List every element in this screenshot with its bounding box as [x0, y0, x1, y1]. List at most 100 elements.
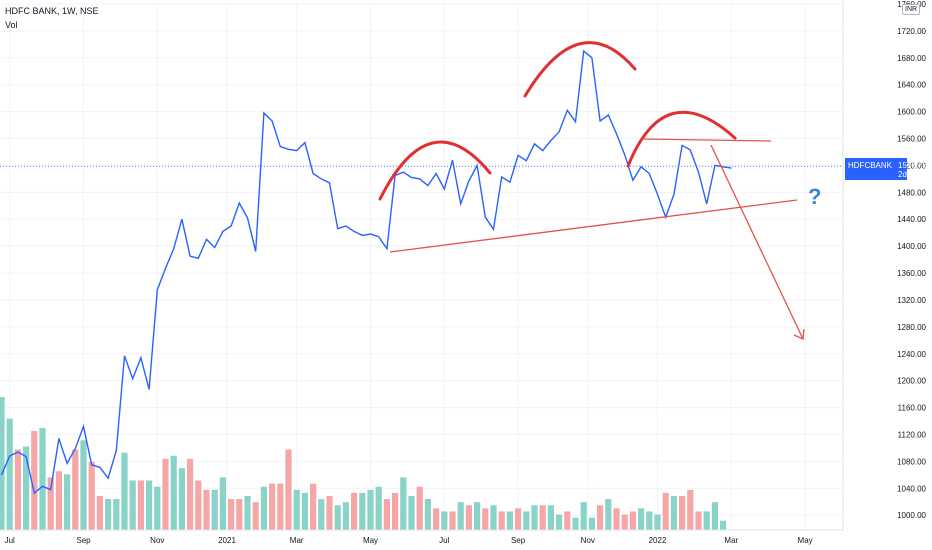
volume-bar [375, 486, 382, 530]
volume-bar [515, 508, 522, 530]
y-tick-label: 1160.00 [898, 404, 927, 413]
volume-bar [597, 505, 604, 530]
volume-bar [137, 480, 144, 530]
volume-bar [547, 505, 554, 530]
volume-bar [6, 418, 13, 530]
volume-bars [0, 397, 727, 530]
x-tick-label: Jul [5, 536, 15, 545]
volume-bar [39, 427, 46, 530]
volume-bar [465, 505, 472, 530]
volume-bar [301, 492, 308, 530]
x-tick-label: Nov [150, 536, 164, 545]
volume-bar [252, 502, 259, 530]
y-tick-label: 1360.00 [897, 269, 926, 278]
x-tick-label: Sep [76, 536, 91, 545]
volume-bar [195, 480, 202, 530]
volume-bar [0, 397, 5, 530]
x-tick-label: Sep [511, 536, 526, 545]
volume-bar [342, 502, 349, 530]
x-tick-label: May [798, 536, 813, 545]
volume-bar [334, 505, 341, 530]
volume-bar [55, 471, 62, 530]
y-tick-label: 1120.00 [898, 430, 927, 439]
volume-bar [88, 461, 95, 530]
y-tick-label: 1440.00 [897, 215, 926, 224]
x-tick-label: May [363, 536, 378, 545]
y-tick-label: 1320.00 [897, 296, 926, 305]
volume-bar [605, 499, 612, 530]
chart-legend: HDFC BANK, 1W, NSE Vol [5, 4, 99, 32]
volume-bar [285, 449, 292, 530]
volume-label: Vol [5, 20, 18, 30]
y-tick-label: 1480.00 [897, 188, 926, 197]
volume-bar [482, 508, 489, 530]
left-shoulder-arc [378, 140, 492, 201]
volume-bar [679, 495, 686, 530]
volume-bar [187, 458, 194, 530]
volume-bar [121, 452, 128, 530]
y-tick-label: 1240.00 [897, 350, 926, 359]
question-mark-annotation: ? [808, 184, 822, 209]
price-tag-countdown: 2d 3h [898, 170, 907, 189]
volume-bar [154, 486, 161, 530]
volume-bar [318, 499, 325, 530]
pattern-annotations [378, 41, 805, 340]
volume-bar [720, 520, 727, 530]
volume-bar [416, 486, 423, 530]
volume-bar [326, 495, 333, 530]
volume-bar [269, 483, 276, 530]
x-tick-label: Mar [724, 536, 738, 545]
right-shoulder-arc [626, 110, 737, 168]
x-tick-label: Jul [439, 536, 449, 545]
volume-bar [277, 483, 284, 530]
x-tick-label: Nov [581, 536, 595, 545]
last-price-tag: HDFCBANK 1518.75 2d 3h [845, 158, 927, 189]
volume-bar [113, 499, 120, 530]
volume-bar [670, 495, 677, 530]
volume-bar [228, 499, 235, 530]
volume-bar [146, 480, 153, 530]
volume-bar [310, 483, 317, 530]
y-tick-label: 1040.00 [897, 484, 926, 493]
volume-bar [23, 446, 30, 530]
volume-bar [711, 502, 718, 530]
volume-bar [441, 511, 448, 530]
projection-arrow [710, 144, 804, 340]
volume-bar [621, 514, 628, 530]
volume-bar [572, 517, 579, 530]
volume-bar [457, 502, 464, 530]
price-grid [0, 3, 843, 530]
volume-bar [539, 505, 546, 530]
volume-bar [638, 508, 645, 530]
currency-badge[interactable]: INR [902, 4, 921, 15]
volume-bar [506, 511, 513, 530]
y-tick-label: 1640.00 [897, 81, 926, 90]
volume-bar [31, 431, 38, 530]
volume-bar [498, 511, 505, 530]
volume-bar [47, 477, 54, 530]
volume-bar [236, 499, 243, 530]
volume-bar [80, 440, 87, 530]
y-tick-label: 1680.00 [897, 54, 926, 63]
time-axis[interactable]: Jul Sep Nov 2021 Mar May Jul Sep Nov 2022 Mar May [5, 536, 813, 545]
volume-bar [613, 508, 620, 530]
y-tick-label: 1080.00 [897, 457, 926, 466]
volume-bar [351, 492, 358, 530]
price-tag-value: 1518.75 [898, 161, 927, 170]
volume-bar [662, 492, 669, 530]
y-tick-label: 1400.00 [897, 242, 926, 251]
price-axis[interactable]: 1000.00 1040.00 1080.00 1120.00 1160.00 1200.… [897, 0, 926, 520]
chart-title: HDFC BANK, 1W, NSE [5, 6, 99, 16]
y-tick-label: 1200.00 [897, 377, 926, 386]
volume-bar [400, 477, 407, 530]
volume-bar [424, 499, 431, 530]
y-tick-label: 1000.00 [897, 511, 926, 520]
volume-bar [219, 477, 226, 530]
neckline-trendline [389, 199, 798, 253]
volume-bar [211, 489, 218, 530]
volume-bar [14, 449, 21, 530]
y-tick-label: 1560.00 [897, 135, 926, 144]
volume-bar [367, 489, 374, 530]
volume-bar [170, 455, 177, 530]
